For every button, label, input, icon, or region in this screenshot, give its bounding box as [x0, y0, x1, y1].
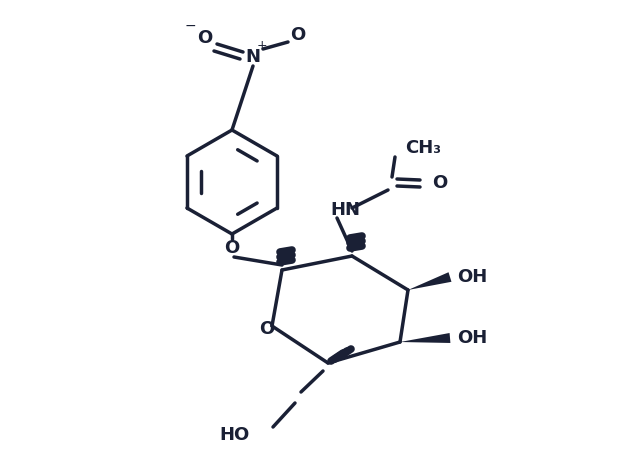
Text: HO: HO — [220, 426, 250, 444]
Text: O: O — [225, 239, 239, 257]
Text: OH: OH — [457, 329, 487, 347]
Text: +: + — [257, 39, 268, 52]
Text: O: O — [291, 26, 306, 44]
Text: O: O — [197, 29, 212, 47]
Text: HN: HN — [330, 201, 360, 219]
Polygon shape — [408, 272, 451, 290]
Text: O: O — [433, 174, 447, 192]
Polygon shape — [400, 333, 451, 343]
Text: O: O — [259, 320, 275, 338]
Text: N: N — [246, 48, 260, 66]
Text: OH: OH — [457, 268, 487, 286]
Text: CH₃: CH₃ — [405, 139, 441, 157]
Text: −: − — [184, 19, 196, 33]
